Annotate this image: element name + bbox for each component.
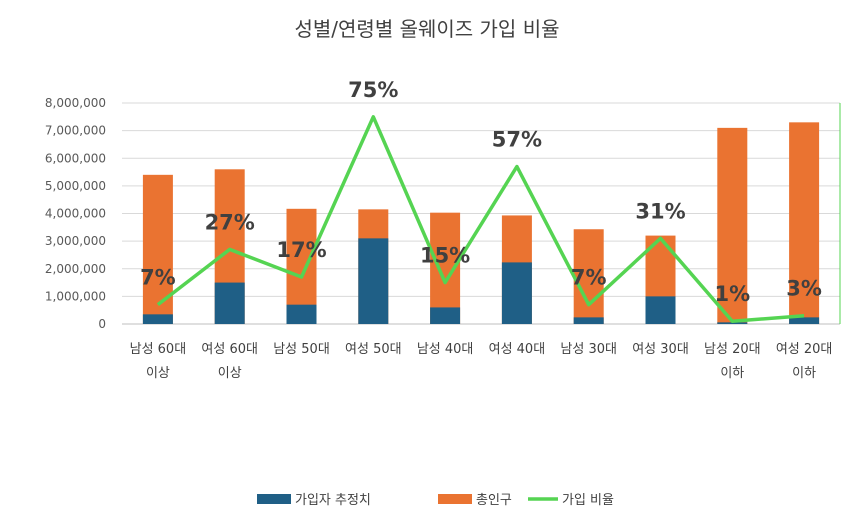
rate-label: 27%	[205, 210, 255, 234]
y-tick-label: 3,000,000	[45, 234, 106, 248]
bar-subscriber-estimate	[142, 314, 173, 324]
y-tick-label: 2,000,000	[45, 262, 106, 276]
legend-label: 총인구	[476, 493, 512, 508]
x-category-label: 여성 30대	[632, 342, 689, 357]
y-tick-label: 1,000,000	[45, 289, 106, 303]
bar-total-population	[573, 229, 604, 324]
bar-subscriber-estimate	[789, 317, 820, 324]
x-category-label: 이하	[720, 366, 744, 381]
x-category-label: 이상	[146, 366, 170, 381]
y-tick-label: 4,000,000	[45, 207, 106, 221]
rate-label: 31%	[635, 199, 685, 223]
x-category-label: 남성 60대	[130, 342, 187, 357]
y-axis-tick-labels: 0 1,000,000 2,000,000 3,000,000 4,000,000 5,0…	[45, 96, 106, 331]
y-tick-label: 0	[98, 317, 106, 331]
legend-label: 가입자 추정치	[295, 493, 371, 508]
x-category-label: 남성 20대	[704, 342, 761, 357]
bar-subscriber-estimate	[645, 296, 676, 324]
y-tick-label: 6,000,000	[45, 151, 106, 165]
rate-label: 17%	[276, 238, 326, 262]
bar-subscriber-estimate	[430, 307, 461, 324]
subscriber-estimate-bars	[142, 238, 820, 324]
y-tick-label: 5,000,000	[45, 179, 106, 193]
legend: 가입자 추정치 총인구 가입 비율	[257, 493, 614, 508]
rate-data-labels: 7% 27% 17% 75% 15% 57% 7% 31% 1% 3%	[140, 78, 822, 306]
bar-subscriber-estimate	[214, 282, 245, 324]
bar-total-population	[789, 122, 820, 325]
rate-label: 1%	[714, 282, 750, 306]
x-category-label: 남성 40대	[417, 342, 474, 357]
rate-label: 3%	[786, 277, 822, 301]
bar-subscriber-estimate	[501, 262, 532, 324]
rate-label: 75%	[348, 78, 398, 102]
x-category-label: 이하	[792, 366, 816, 381]
rate-label: 7%	[140, 266, 176, 290]
bar-subscriber-estimate	[358, 238, 389, 324]
legend-label: 가입 비율	[562, 493, 614, 508]
x-category-label: 여성 40대	[489, 342, 546, 357]
bar-subscriber-estimate	[573, 317, 604, 324]
rate-label: 15%	[420, 244, 470, 268]
x-category-label: 여성 20대	[776, 342, 833, 357]
y-tick-label: 8,000,000	[45, 96, 106, 110]
bar-total-population	[717, 127, 748, 324]
bar-total-population	[142, 174, 173, 324]
bar-subscriber-estimate	[286, 304, 317, 324]
x-category-label: 이상	[218, 366, 242, 381]
x-category-label: 여성 60대	[201, 342, 258, 357]
rate-line	[156, 115, 805, 323]
legend-bar-swatch	[438, 494, 472, 504]
legend-bar-swatch	[257, 494, 291, 504]
rate-label: 57%	[492, 128, 542, 152]
chart-title: 성별/연령별 올웨이즈 가입 비율	[294, 17, 559, 41]
rate-label: 7%	[571, 266, 607, 290]
x-category-label: 남성 30대	[560, 342, 617, 357]
x-category-label: 여성 50대	[345, 342, 402, 357]
bar-subscriber-estimate	[717, 322, 748, 324]
y-tick-label: 7,000,000	[45, 124, 106, 138]
x-category-label: 남성 50대	[273, 342, 330, 357]
subscription-rate-line	[156, 115, 805, 323]
